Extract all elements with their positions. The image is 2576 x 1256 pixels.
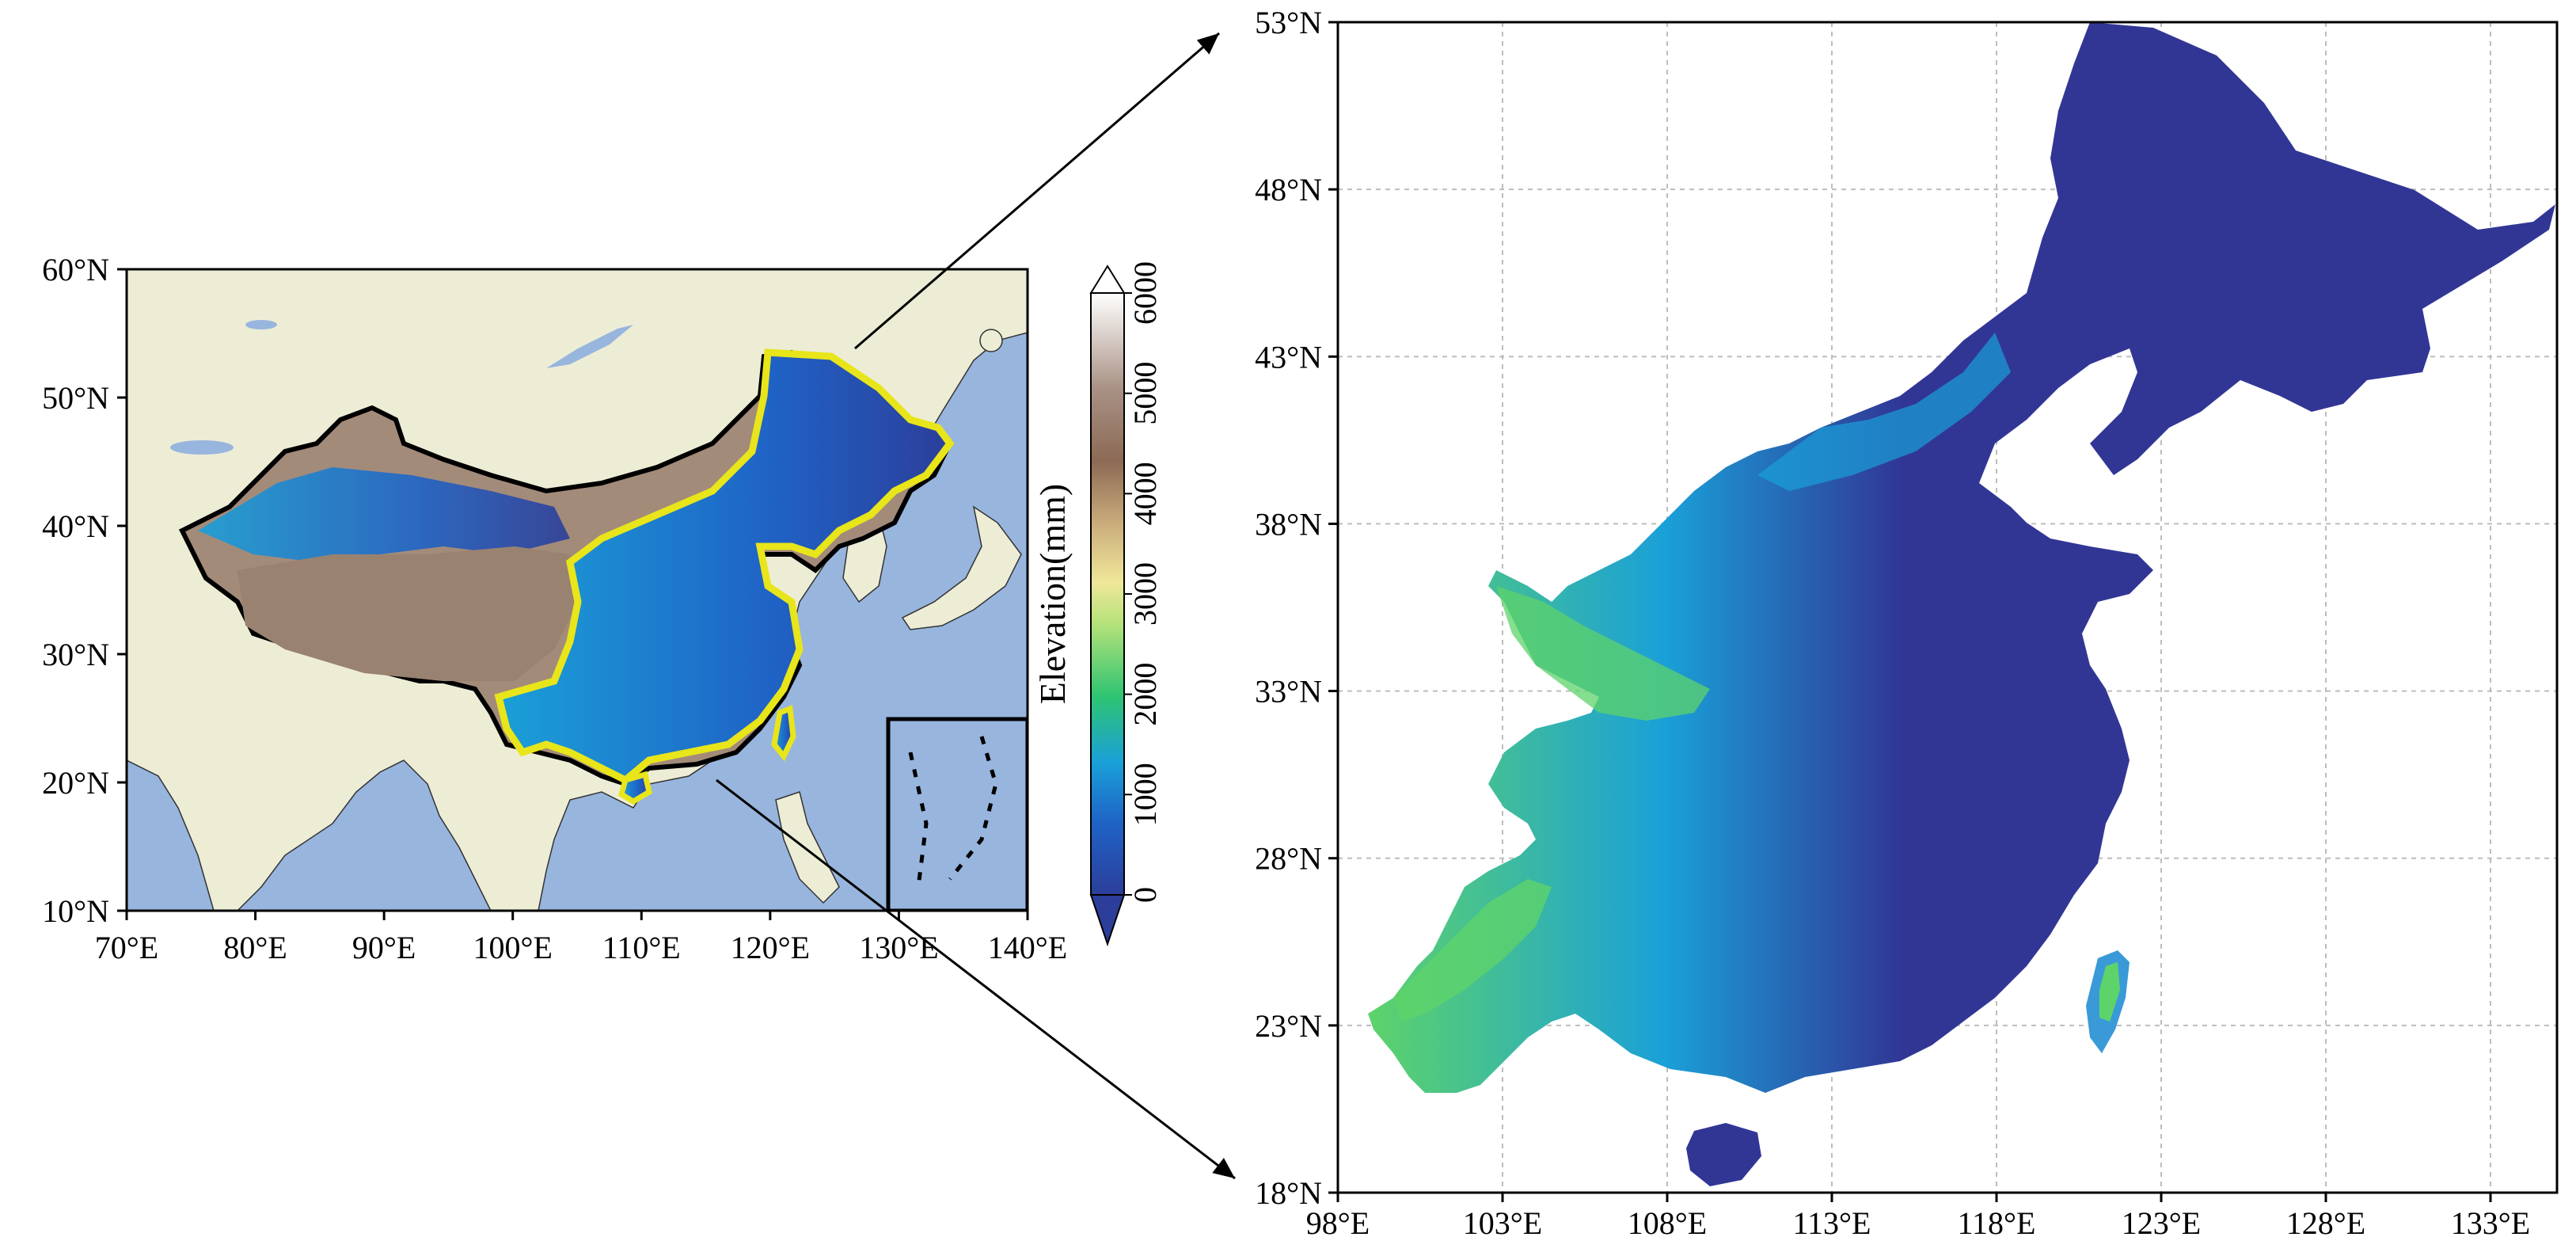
- detail-lon-label: 108°E: [1628, 1205, 1707, 1241]
- overview-lat-label: 30°N: [42, 637, 109, 672]
- colorbar-tick-label: 3000: [1127, 562, 1163, 626]
- detail-lat-label: 43°N: [1255, 339, 1322, 375]
- detail-lat-label: 33°N: [1255, 674, 1322, 710]
- colorbar-tick-label: 2000: [1127, 663, 1163, 726]
- detail-lat-label: 53°N: [1255, 5, 1322, 40]
- taiwan: [771, 705, 796, 762]
- detail-lon-ticks: 98°E 103°E 108°E 113°E 118°E 123°E 128°E 133°E: [1306, 1193, 2530, 1241]
- overview-lon-label: 100°E: [473, 930, 552, 965]
- overview-lon-label: 120°E: [731, 930, 810, 965]
- colorbar-tick-label: 1000: [1127, 763, 1163, 826]
- taiwan-highland: [2099, 962, 2120, 1022]
- region-mainland: [1368, 22, 2555, 1093]
- detail-lat-label: 28°N: [1255, 841, 1322, 877]
- detail-lon-label: 98°E: [1306, 1205, 1370, 1241]
- detail-lon-label: 128°E: [2286, 1205, 2365, 1241]
- detail-lat-label: 48°N: [1255, 172, 1322, 207]
- overview-map: 70°E 80°E 90°E 100°E 110°E 120°E 130°E 140°E 60…: [42, 252, 1067, 965]
- overview-lat-ticks: 60°N 50°N 40°N 30°N 20°N 10°N: [42, 252, 127, 929]
- colorbar-tick-label: 5000: [1127, 362, 1163, 425]
- detail-lon-label: 123°E: [2122, 1205, 2201, 1241]
- highland-north: [1757, 333, 2011, 491]
- detail-lon-label: 133°E: [2451, 1205, 2530, 1241]
- colorbar: 0 1000 2000 3000 4000 5000 6000 Elevation(mm): [1032, 261, 1163, 947]
- tibet-plateau: [237, 546, 578, 681]
- detail-lon-label: 113°E: [1793, 1205, 1871, 1241]
- basin-north: [198, 467, 570, 562]
- overview-frame: [125, 268, 1029, 912]
- zoom-arrow-top: [854, 32, 1220, 350]
- detail-map: 98°E 103°E 108°E 113°E 118°E 123°E 128°E 133°E …: [1255, 5, 2559, 1241]
- detail-lat-ticks: 53°N 48°N 43°N 38°N 33°N 28°N 23°N 18°N: [1255, 5, 1338, 1211]
- detail-frame: [1336, 21, 2559, 1194]
- overview-lat-label: 20°N: [42, 765, 109, 801]
- colorbar-tick-label: 0: [1127, 887, 1163, 903]
- overview-lat-label: 60°N: [42, 252, 109, 287]
- lake: [170, 440, 234, 455]
- study-region: [494, 348, 955, 785]
- detail-lat-label: 18°N: [1255, 1175, 1322, 1211]
- detail-lat-label: 38°N: [1255, 506, 1322, 542]
- overview-lon-ticks: 70°E 80°E 90°E 100°E 110°E 120°E 130°E 140°E: [95, 911, 1067, 965]
- hainan: [617, 771, 652, 805]
- colorbar-gradient: [1090, 292, 1125, 896]
- overview-lon-label: 140°E: [988, 930, 1067, 965]
- region-hainan: [1686, 1123, 1761, 1186]
- detail-lat-label: 23°N: [1255, 1008, 1322, 1044]
- highland-loess: [1496, 586, 1710, 721]
- japan: [901, 505, 1022, 630]
- overview-lat-label: 10°N: [42, 893, 109, 929]
- inset-box: [886, 717, 1028, 911]
- overview-lon-label: 110°E: [602, 930, 681, 965]
- overview-lon-label: 90°E: [352, 930, 416, 965]
- lake: [245, 320, 277, 329]
- colorbar-tick-label: 4000: [1127, 462, 1163, 525]
- colorbar-tick-label: 6000: [1127, 261, 1163, 325]
- detail-lon-label: 118°E: [1958, 1205, 2036, 1241]
- overview-lat-label: 50°N: [42, 380, 109, 416]
- philippines: [775, 791, 840, 904]
- detail-lon-label: 103°E: [1463, 1205, 1542, 1241]
- overview-lon-label: 80°E: [223, 930, 287, 965]
- colorbar-ticks: 0 1000 2000 3000 4000 5000 6000: [1124, 261, 1163, 903]
- colorbar-extend-bottom: [1089, 894, 1126, 947]
- island: [979, 329, 1003, 352]
- highland-southwest: [1393, 879, 1552, 1022]
- inset-dashes: [908, 736, 998, 888]
- overview-lon-label: 70°E: [95, 930, 158, 965]
- colorbar-label: Elevation(mm): [1032, 484, 1073, 704]
- lake-baikal: [546, 325, 633, 368]
- zoom-arrow-bottom: [716, 778, 1236, 1180]
- colorbar-extend-top: [1089, 265, 1126, 294]
- overview-lon-label: 130°E: [859, 930, 938, 965]
- overview-lat-label: 40°N: [42, 508, 109, 544]
